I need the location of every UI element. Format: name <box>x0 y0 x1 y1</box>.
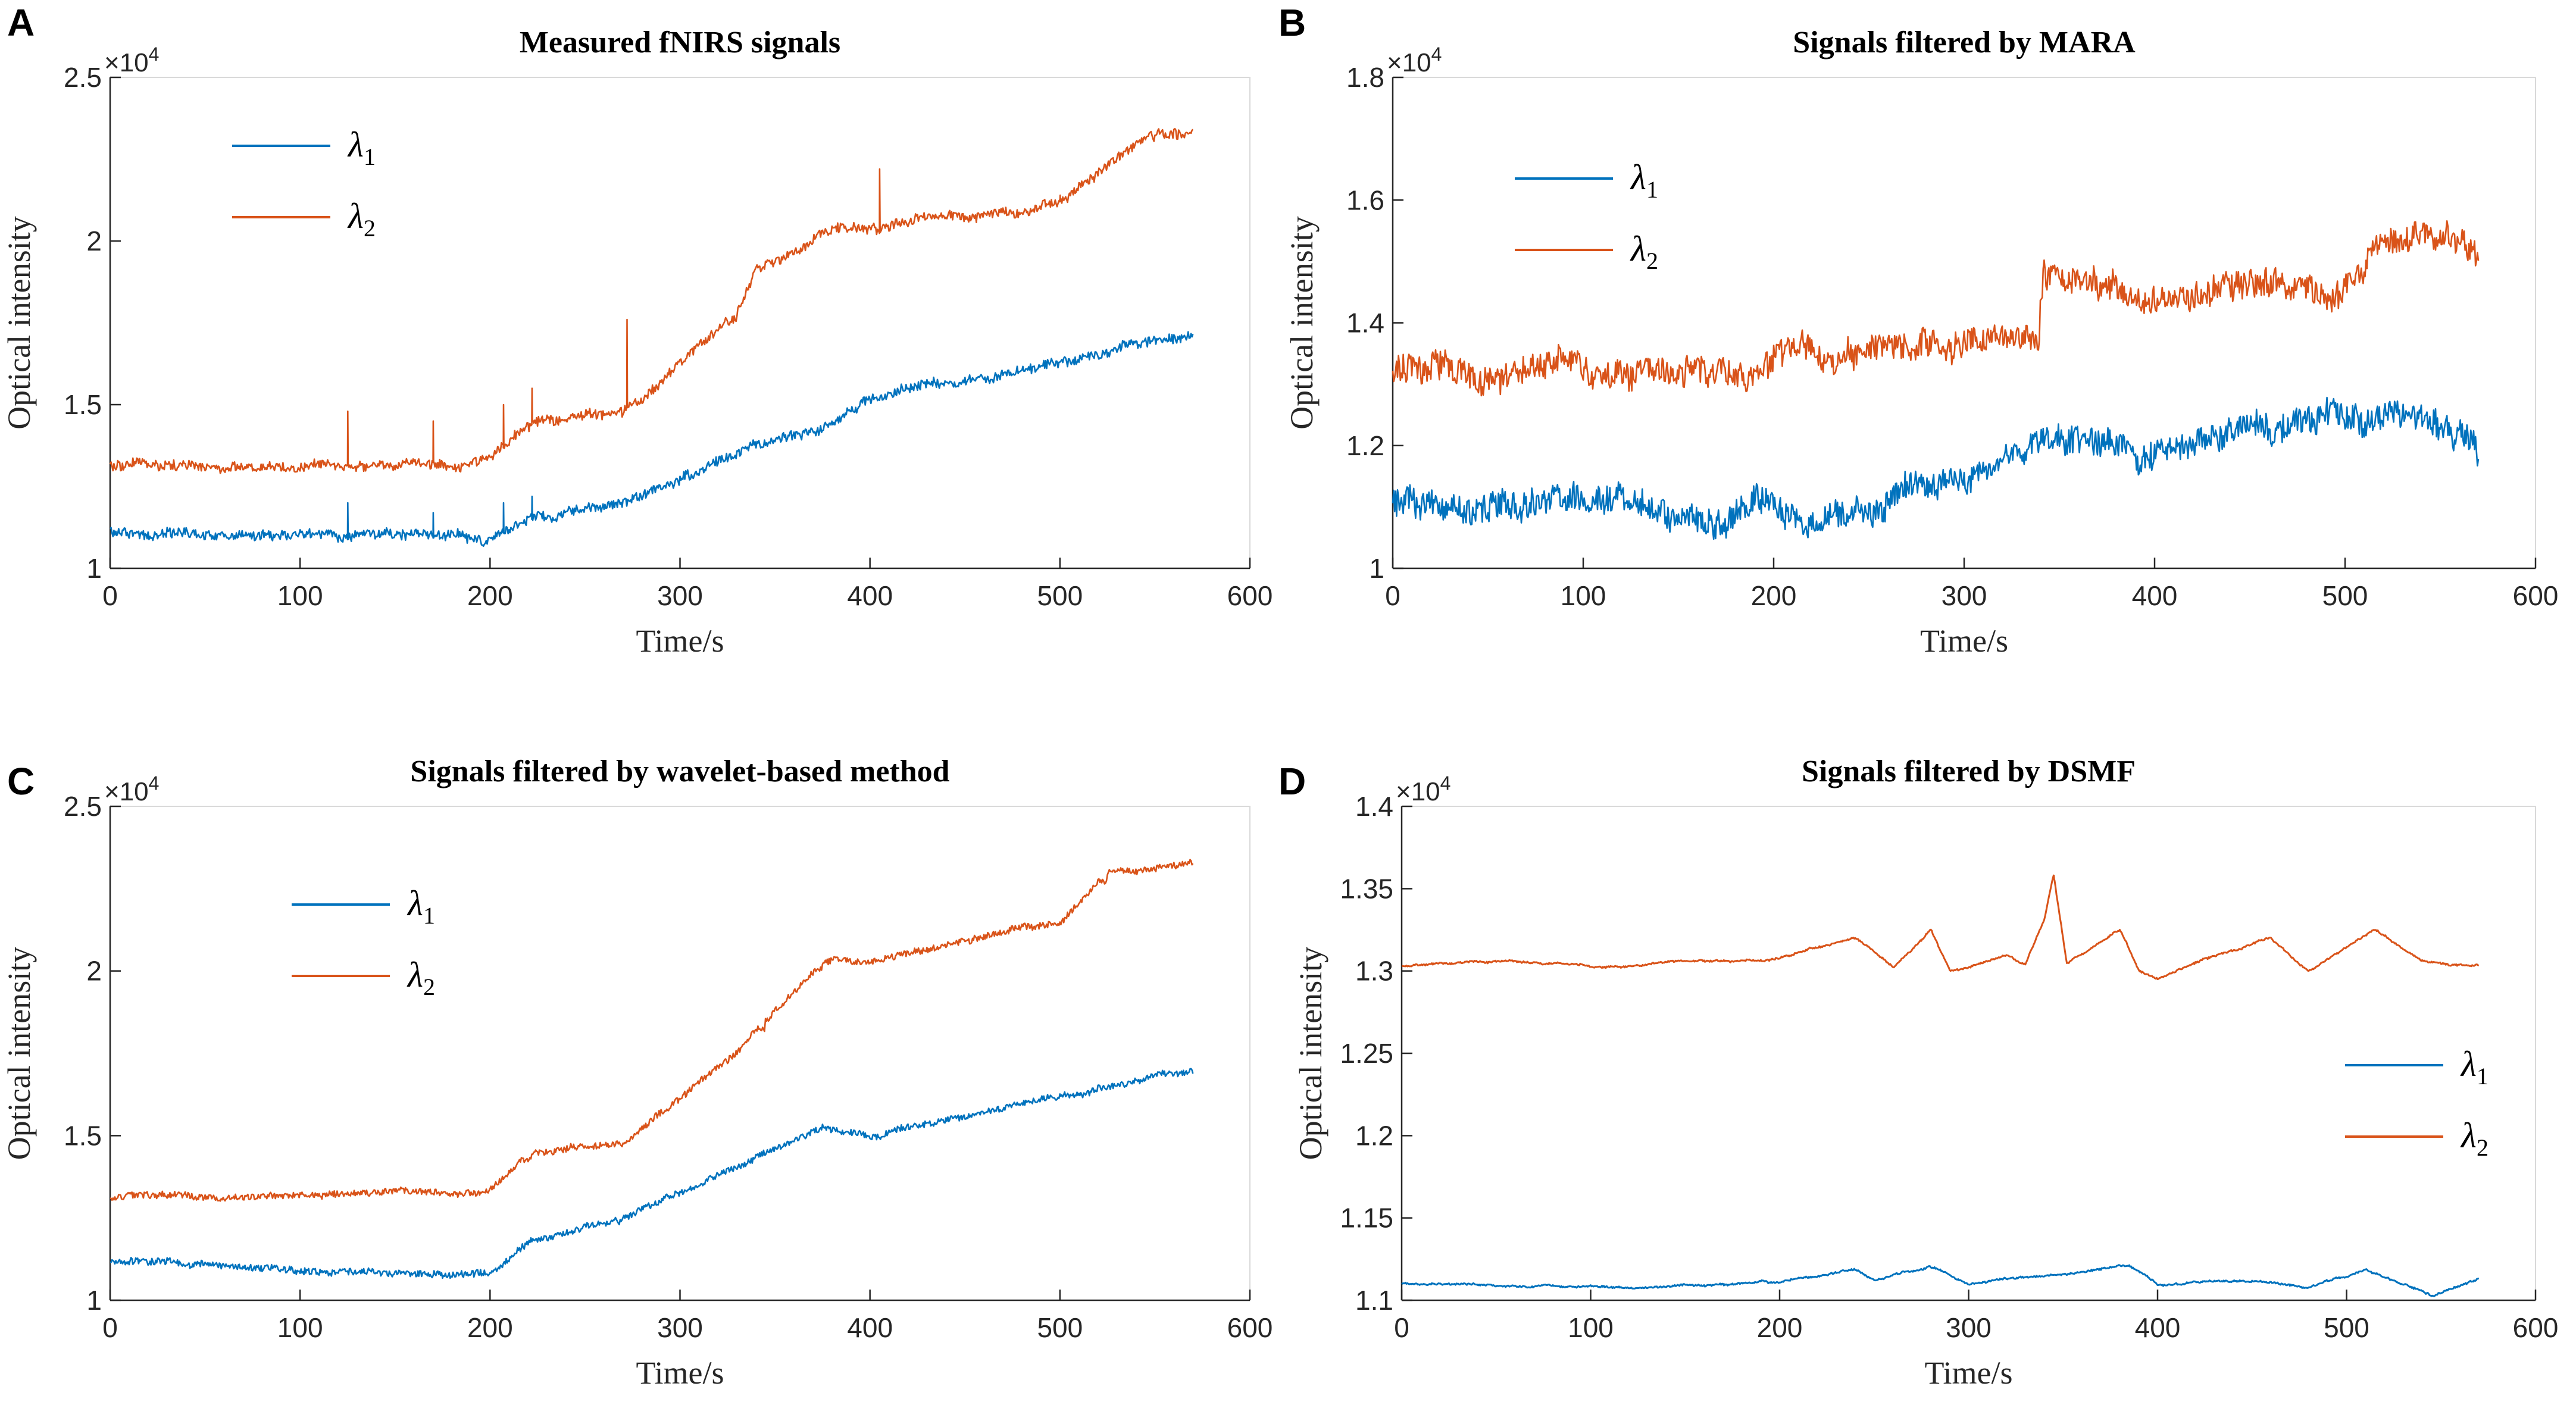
legend-label-2: λ2 <box>407 955 435 1000</box>
x-tick-label: 200 <box>1757 1312 1803 1343</box>
x-tick-label: 0 <box>1394 1312 1409 1343</box>
plot-area <box>110 806 1251 1301</box>
y-exponent-label: ×104 <box>104 772 159 806</box>
panel-C: C 0 100 200 300 400 500 600 1 1.5 2 2.5 ×104 Signals … <box>1 755 1273 1391</box>
plot-area <box>1392 77 2536 569</box>
x-tick-label: 600 <box>2513 1312 2559 1343</box>
x-tick-label: 400 <box>2135 1312 2181 1343</box>
panel-B: B 0 100 200 300 400 500 600 1 1.2 1.4 1.6 1.8 ×104 Sig… <box>1278 1 2558 659</box>
chart-title: Signals filtered by wavelet-based method <box>410 755 949 788</box>
x-tick-label: 300 <box>1946 1312 1992 1343</box>
y-tick-label: 1 <box>1369 553 1384 584</box>
x-tick-label: 300 <box>1942 580 1987 611</box>
y-tick-label: 1.8 <box>1346 62 1384 93</box>
chart-title: Signals filtered by MARA <box>1793 26 2136 60</box>
x-tick-label: 400 <box>847 580 893 611</box>
x-tick-label: 400 <box>847 1312 893 1343</box>
chart-title: Signals filtered by DSMF <box>1802 755 2136 788</box>
y-axis-label: Optical intensity <box>1 947 37 1160</box>
y-tick-label: 1.4 <box>1346 308 1384 339</box>
x-axis-label: Time/s <box>1920 623 2008 659</box>
x-tick-label: 600 <box>1227 580 1273 611</box>
x-tick-label: 0 <box>102 1312 118 1343</box>
x-tick-label: 600 <box>1227 1312 1273 1343</box>
y-tick-label: 1.3 <box>1355 956 1393 987</box>
x-tick-label: 100 <box>277 580 323 611</box>
panel-letter: B <box>1278 1 1306 44</box>
series-line-1 <box>1401 1264 2480 1297</box>
series-line-1 <box>1392 396 2480 540</box>
x-tick-label: 100 <box>1568 1312 1614 1343</box>
x-axis-label: Time/s <box>1924 1355 2012 1391</box>
x-tick-label: 0 <box>1385 580 1400 611</box>
panel-letter: A <box>7 1 35 44</box>
x-tick-label: 400 <box>2132 580 2178 611</box>
plot-area <box>110 77 1251 569</box>
y-tick-label: 2.5 <box>64 62 102 93</box>
x-axis-label: Time/s <box>636 623 724 659</box>
x-tick-label: 200 <box>467 580 513 611</box>
panel-D: D 0 100 200 300 400 500 600 1.1 1.15 1.2 1.25 1.3 1.3… <box>1278 755 2558 1391</box>
y-tick-label: 1.6 <box>1346 184 1384 215</box>
x-tick-label: 500 <box>2324 1312 2369 1343</box>
y-tick-label: 1 <box>86 1285 102 1316</box>
series-line-1 <box>110 1068 1194 1279</box>
series-line-1 <box>110 331 1194 547</box>
panel-A: A 0 100 200 300 400 500 600 1 1.5 2 2.5 ×104 Measured… <box>1 1 1273 659</box>
series-line-2 <box>110 859 1194 1202</box>
plot-area <box>1401 806 2536 1301</box>
x-tick-label: 500 <box>2322 580 2368 611</box>
series-line-2 <box>109 128 1194 474</box>
x-tick-label: 300 <box>657 580 703 611</box>
panel-letter: C <box>7 760 35 803</box>
y-tick-label: 2 <box>86 226 102 256</box>
y-tick-label: 1.1 <box>1355 1285 1393 1316</box>
y-tick-label: 1.15 <box>1340 1203 1393 1234</box>
x-tick-label: 0 <box>102 580 118 611</box>
y-tick-label: 1.4 <box>1355 791 1393 822</box>
y-tick-label: 1.5 <box>64 1120 102 1151</box>
x-tick-label: 600 <box>2513 580 2559 611</box>
y-tick-label: 1.2 <box>1346 430 1384 461</box>
y-tick-label: 1.2 <box>1355 1120 1393 1151</box>
chart-title: Measured fNIRS signals <box>520 26 840 60</box>
series-line-2 <box>1392 220 2480 397</box>
x-axis-label: Time/s <box>636 1355 724 1391</box>
y-axis-label: Optical intensity <box>1293 947 1328 1160</box>
y-exponent-label: ×104 <box>1387 43 1442 77</box>
y-exponent-label: ×104 <box>104 43 159 77</box>
x-tick-label: 500 <box>1037 1312 1083 1343</box>
y-axis-label: Optical intensity <box>1 216 37 429</box>
y-tick-label: 1 <box>86 553 102 584</box>
y-exponent-label: ×104 <box>1396 772 1450 806</box>
x-tick-label: 200 <box>1751 580 1797 611</box>
y-axis-label: Optical intensity <box>1284 216 1320 429</box>
x-tick-label: 100 <box>1561 580 1606 611</box>
x-tick-label: 500 <box>1037 580 1083 611</box>
panel-letter: D <box>1278 760 1306 803</box>
x-tick-label: 300 <box>657 1312 703 1343</box>
x-tick-label: 200 <box>467 1312 513 1343</box>
y-tick-label: 2.5 <box>64 791 102 822</box>
x-tick-label: 100 <box>277 1312 323 1343</box>
y-tick-label: 2 <box>86 956 102 987</box>
y-tick-label: 1.5 <box>64 389 102 420</box>
y-tick-label: 1.35 <box>1340 873 1393 904</box>
y-tick-label: 1.25 <box>1340 1038 1393 1069</box>
series-line-2 <box>1401 874 2480 981</box>
